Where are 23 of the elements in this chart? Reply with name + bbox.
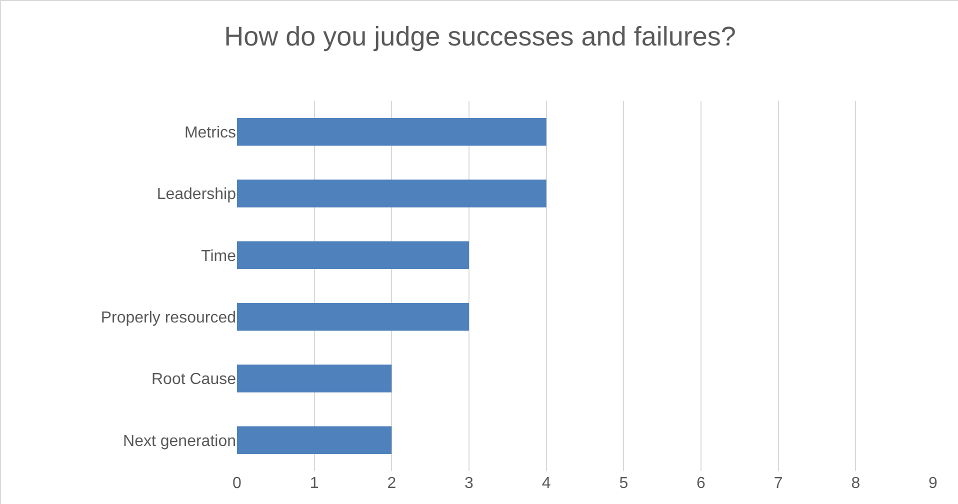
x-tick-label: 3: [464, 475, 474, 492]
x-tick-label: 8: [851, 475, 860, 492]
chart-title: How do you judge successes and failures?: [224, 22, 736, 52]
y-tick-label: Root Cause: [152, 371, 236, 388]
bar: [237, 364, 392, 392]
x-tick-label: 0: [232, 475, 242, 492]
x-tick-label: 5: [619, 475, 628, 492]
y-tick-label: Properly resourced: [100, 309, 236, 326]
bar: [237, 118, 546, 146]
bar: [237, 241, 469, 270]
x-tick-label: 1: [310, 475, 319, 492]
x-tick-label: 2: [387, 475, 396, 492]
bar: [237, 426, 392, 454]
x-tick-label: 6: [696, 475, 706, 492]
y-tick-label: Leadership: [156, 186, 236, 204]
y-tick-label: Next generation: [123, 432, 236, 450]
bar: [237, 302, 469, 331]
bar: [237, 180, 546, 208]
y-tick-label: Time: [201, 248, 236, 265]
y-tick-label: Metrics: [184, 124, 236, 142]
x-tick-label: 9: [928, 475, 938, 492]
x-tick-label: 7: [774, 475, 783, 492]
x-tick-label: 4: [542, 475, 551, 492]
